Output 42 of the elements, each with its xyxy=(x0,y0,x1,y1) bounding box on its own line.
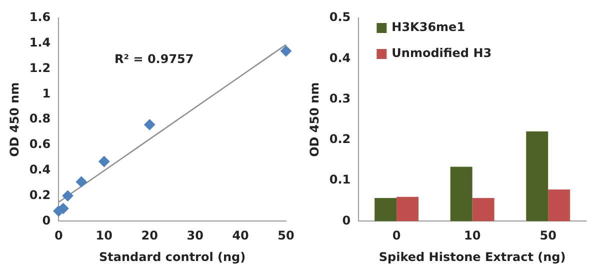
x-tick-label: 40 xyxy=(232,228,249,243)
point xyxy=(76,176,87,188)
x-tick-label: 0 xyxy=(54,228,63,243)
x-axis-title: Spiked Histone Extract (ng) xyxy=(378,250,566,264)
x-axis-title: Standard control (ng) xyxy=(99,250,246,264)
point xyxy=(280,46,292,57)
y-tick-label: 0.3 xyxy=(329,91,351,106)
bar xyxy=(396,196,419,222)
bar xyxy=(526,131,548,222)
y-tick-label: 1 xyxy=(42,86,51,100)
x-tick-label: 50 xyxy=(278,228,294,243)
y-tick-label: 0.4 xyxy=(29,162,51,177)
y-tick-label: 1.4 xyxy=(29,36,51,50)
point xyxy=(144,119,156,130)
bar xyxy=(450,166,472,222)
y-tick-label: 0.1 xyxy=(329,172,351,187)
annotation: R² = 0.9757 xyxy=(114,52,194,66)
y-axis-title: OD 450 nm xyxy=(7,82,22,157)
y-axis-title: OD 450 nm xyxy=(307,82,322,157)
bar xyxy=(374,198,397,222)
point xyxy=(62,190,74,202)
y-tick-label: 1.2 xyxy=(29,60,51,75)
y-tick-label: 0.2 xyxy=(29,188,51,202)
y-tick-label: 0.4 xyxy=(329,50,351,65)
x-tick-label: 20 xyxy=(141,228,158,243)
y-tick-label: 0.6 xyxy=(29,137,51,152)
legend-label: Unmodified H3 xyxy=(392,46,492,60)
legend-label: H3K36me1 xyxy=(392,20,466,34)
y-tick-label: 0 xyxy=(342,213,351,228)
y-tick-label: 0 xyxy=(42,213,51,228)
x-tick-label: 10 xyxy=(96,228,112,243)
bar xyxy=(548,190,570,222)
point xyxy=(98,156,110,168)
x-tick-label: 10 xyxy=(464,228,481,243)
bar xyxy=(472,198,494,222)
y-tick-label: 1.6 xyxy=(29,10,51,24)
x-tick-label: 0 xyxy=(392,228,401,243)
y-tick-label: 0.5 xyxy=(329,10,351,24)
y-tick-label: 0.2 xyxy=(329,132,351,146)
y-tick-label: 0.8 xyxy=(29,112,51,126)
x-tick-label: 30 xyxy=(186,228,204,243)
x-tick-label: 50 xyxy=(540,228,556,243)
